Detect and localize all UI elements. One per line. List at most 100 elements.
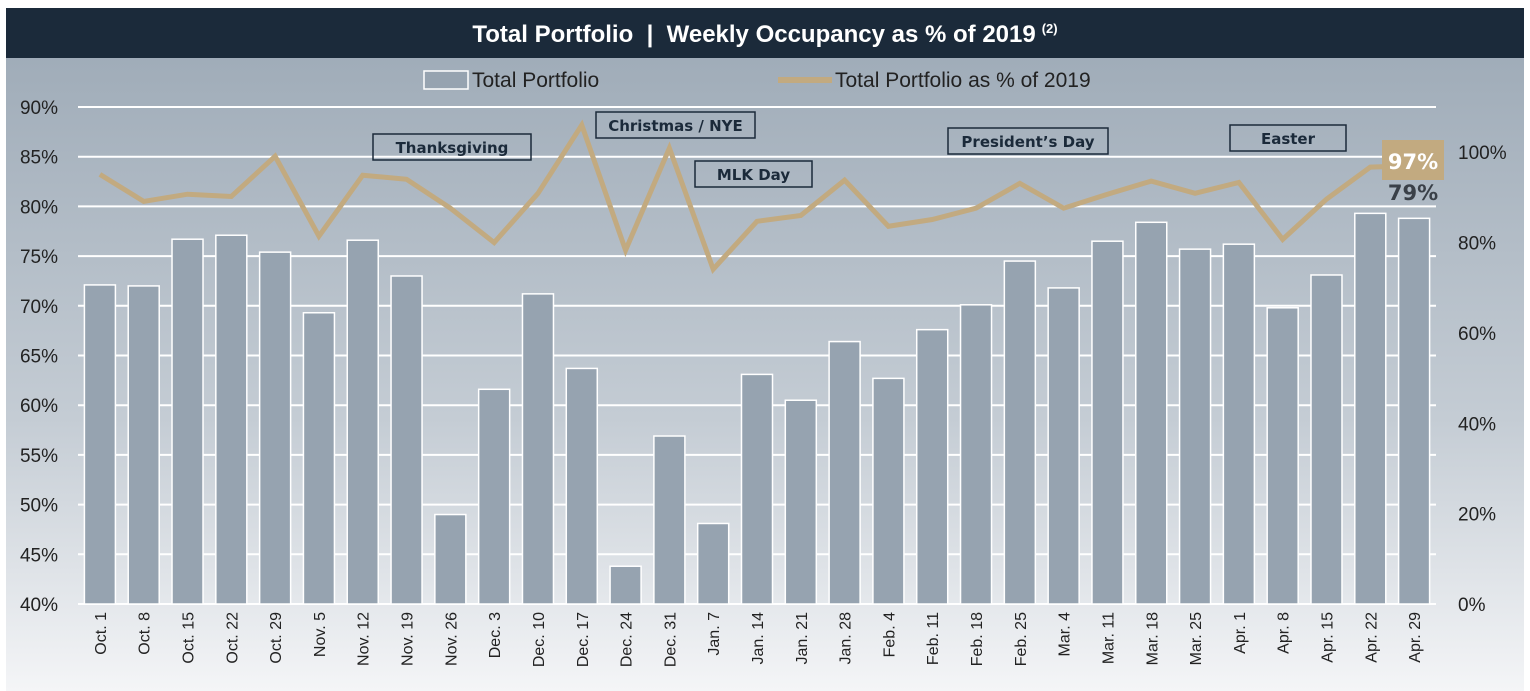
annotation-label: MLK Day bbox=[717, 166, 790, 184]
right-axis-tick: 80% bbox=[1458, 234, 1496, 255]
annotation-box bbox=[372, 133, 532, 161]
x-axis-tick: Feb. 4 bbox=[881, 612, 898, 657]
title-bar bbox=[6, 8, 1524, 58]
left-axis-tick: 90% bbox=[20, 98, 58, 119]
x-axis-tick: Mar. 11 bbox=[1100, 612, 1117, 664]
x-axis-tick: Jan. 14 bbox=[750, 612, 767, 665]
annotation-box bbox=[947, 127, 1109, 155]
x-axis-tick: Apr. 29 bbox=[1407, 612, 1424, 663]
right-axis-tick: 0% bbox=[1458, 595, 1486, 616]
bar bbox=[83, 284, 117, 605]
annotation-box bbox=[595, 111, 756, 139]
bar bbox=[653, 435, 686, 605]
x-axis-tick: Apr. 1 bbox=[1232, 612, 1249, 654]
x-axis-tick: Feb. 18 bbox=[969, 612, 986, 666]
bar bbox=[302, 312, 336, 605]
left-axis-tick: 65% bbox=[20, 347, 58, 368]
bar bbox=[915, 328, 949, 605]
bar bbox=[127, 285, 160, 605]
x-axis-tick: Jan. 7 bbox=[706, 612, 723, 656]
x-axis-tick: Oct. 22 bbox=[224, 612, 241, 664]
right-axis-tick: 40% bbox=[1458, 414, 1496, 435]
bar bbox=[521, 293, 555, 605]
annotation: President’s Day bbox=[947, 127, 1109, 155]
bar bbox=[346, 239, 379, 605]
annotation: Easter bbox=[1229, 124, 1347, 152]
bar bbox=[1003, 260, 1037, 605]
x-axis-tick: Nov. 12 bbox=[356, 612, 373, 666]
bar bbox=[1091, 240, 1124, 605]
left-axis-tick: 80% bbox=[20, 197, 58, 218]
legend-bar-label: Total Portfolio bbox=[472, 69, 599, 92]
bar bbox=[565, 367, 599, 605]
x-axis-tick: Apr. 22 bbox=[1363, 612, 1380, 663]
bar bbox=[1397, 217, 1431, 605]
bar bbox=[784, 399, 818, 605]
x-axis-tick: Jan. 28 bbox=[838, 612, 855, 665]
annotation-box bbox=[694, 160, 813, 188]
x-axis-tick: Nov. 26 bbox=[443, 612, 460, 666]
bar bbox=[1222, 243, 1256, 605]
line-end-label: 97% bbox=[1388, 150, 1438, 174]
x-axis-tick: Dec. 10 bbox=[531, 612, 548, 667]
chart-title: Total Portfolio | Weekly Occupancy as % … bbox=[472, 21, 1057, 48]
bar bbox=[258, 251, 292, 605]
bar-end-label: 79% bbox=[1388, 181, 1438, 205]
bar bbox=[828, 340, 861, 605]
x-axis-tick: Dec. 31 bbox=[662, 612, 679, 667]
legend-bar-swatch bbox=[423, 70, 469, 90]
x-axis-tick: Dec. 24 bbox=[619, 612, 636, 667]
bar bbox=[696, 522, 730, 605]
left-axis-tick: 60% bbox=[20, 396, 58, 417]
left-axis-tick: 55% bbox=[20, 446, 58, 467]
left-axis-tick: 70% bbox=[20, 297, 58, 318]
legend-line-label: Total Portfolio as % of 2019 bbox=[835, 69, 1091, 92]
annotation: Thanksgiving bbox=[372, 133, 532, 161]
bar bbox=[390, 275, 423, 605]
right-axis-tick: 100% bbox=[1458, 143, 1507, 164]
x-axis-tick: Dec. 17 bbox=[575, 612, 592, 667]
bar bbox=[609, 565, 642, 605]
bar bbox=[1178, 248, 1212, 605]
annotation-box bbox=[1229, 124, 1347, 152]
bar bbox=[1354, 212, 1387, 605]
annotation: MLK Day bbox=[694, 160, 813, 188]
annotation: Christmas / NYE bbox=[595, 111, 756, 139]
x-axis-tick: Mar. 4 bbox=[1057, 612, 1074, 657]
x-axis-tick: Nov. 5 bbox=[312, 612, 329, 657]
x-axis-tick: Oct. 1 bbox=[93, 612, 110, 655]
bar bbox=[1135, 221, 1168, 605]
annotation-label: Easter bbox=[1261, 130, 1316, 148]
x-axis-tick: Nov. 19 bbox=[400, 612, 417, 666]
x-axis-tick: Apr. 15 bbox=[1319, 612, 1336, 663]
bar bbox=[215, 234, 248, 605]
bar bbox=[477, 388, 511, 605]
right-axis-tick: 60% bbox=[1458, 324, 1496, 345]
left-axis-tick: 85% bbox=[20, 148, 58, 169]
right-axis-tick: 20% bbox=[1458, 505, 1496, 526]
bar bbox=[959, 304, 993, 605]
bar bbox=[872, 377, 905, 605]
x-axis-tick: Feb. 25 bbox=[1013, 612, 1030, 666]
x-axis-tick: Feb. 11 bbox=[925, 612, 942, 665]
bar bbox=[1310, 274, 1343, 605]
left-axis-tick: 45% bbox=[20, 545, 58, 566]
left-axis-tick: 75% bbox=[20, 247, 58, 268]
left-axis-tick: 40% bbox=[20, 595, 58, 616]
x-axis-tick: Dec. 3 bbox=[487, 612, 504, 658]
legend: Total Portfolio Total Portfolio as % of … bbox=[423, 69, 1091, 92]
bar bbox=[1047, 287, 1080, 605]
x-axis-tick: Mar. 25 bbox=[1188, 612, 1205, 665]
x-axis-tick: Oct. 8 bbox=[137, 612, 154, 655]
x-axis-tick: Oct. 15 bbox=[181, 612, 198, 664]
bar bbox=[1266, 307, 1299, 605]
bar bbox=[740, 373, 774, 605]
left-axis-tick: 50% bbox=[20, 496, 58, 517]
x-axis-tick: Jan. 21 bbox=[794, 612, 811, 665]
bar bbox=[171, 238, 204, 605]
annotation-label: Thanksgiving bbox=[396, 139, 509, 157]
x-axis-tick: Oct. 29 bbox=[268, 612, 285, 664]
bar bbox=[434, 513, 467, 605]
x-axis-tick: Mar. 18 bbox=[1144, 612, 1161, 665]
